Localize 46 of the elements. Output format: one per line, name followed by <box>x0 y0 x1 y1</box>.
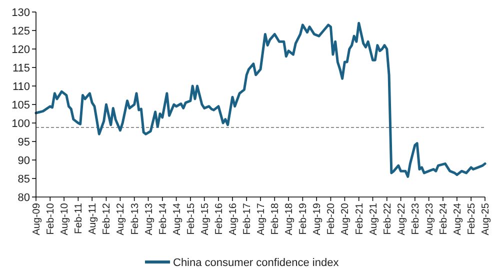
y-tick-label: 100 <box>12 118 30 130</box>
x-tick-label: Aug-20 <box>340 202 352 236</box>
y-tick-label: 90 <box>18 154 30 167</box>
x-tick-label: Feb-21 <box>354 202 366 235</box>
x-tick-label: Feb-25 <box>466 202 478 235</box>
x-tick-label: Aug-22 <box>396 202 408 236</box>
y-tick-label: 105 <box>12 99 30 112</box>
x-tick-label: Feb-16 <box>214 202 225 235</box>
x-tick-label: Feb-22 <box>382 202 394 235</box>
x-tick-label: Aug-14 <box>172 202 183 236</box>
x-tick-label: Aug-18 <box>284 202 296 236</box>
x-tick-label: Feb-19 <box>298 202 310 235</box>
y-tick-label: 80 <box>18 192 30 204</box>
y-tick-label: 95 <box>18 136 30 148</box>
x-tick-label: Feb-10 <box>46 202 57 235</box>
x-tick-label: Aug-13 <box>144 202 155 236</box>
x-tick-label: Aug-23 <box>424 202 436 236</box>
x-tick-label: Aug-11 <box>88 202 99 235</box>
x-tick-label: Aug-16 <box>228 202 239 236</box>
x-tick-label: Feb-14 <box>158 202 169 235</box>
x-tick-label: Feb-24 <box>438 202 450 235</box>
line-series <box>34 22 486 178</box>
x-tick-label: Aug-19 <box>312 202 324 236</box>
x-tick-label: Feb-12 <box>102 202 113 235</box>
x-tick-label: Feb-11 <box>74 202 85 234</box>
y-tick-label: 125 <box>12 25 30 38</box>
x-tick-label: Aug-21 <box>368 202 380 236</box>
x-tick-label: Aug-25 <box>480 202 492 236</box>
legend-label: China consumer confidence index <box>173 256 340 269</box>
y-tick-label: 120 <box>12 44 30 56</box>
y-tick-label: 110 <box>12 80 30 93</box>
x-tick-label: Aug-15 <box>200 202 211 236</box>
y-tick-label: 130 <box>12 6 30 19</box>
x-tick-label: Aug-17 <box>256 202 267 236</box>
y-tick-label: 85 <box>18 173 30 186</box>
x-tick-label: Aug-24 <box>452 202 464 236</box>
x-tick-label: Feb-23 <box>410 202 422 235</box>
x-tick-label: Feb-18 <box>270 202 282 235</box>
y-tick-label: 115 <box>12 62 30 74</box>
x-tick-label: Feb-15 <box>186 202 197 235</box>
x-tick-label: Feb-17 <box>242 202 254 235</box>
x-tick-label: Aug-09 <box>32 202 42 236</box>
x-tick-label: Feb-20 <box>326 202 338 235</box>
x-tick-label: Aug-12 <box>116 202 127 236</box>
x-tick-label: Feb-13 <box>130 202 141 235</box>
x-tick-label: Aug-10 <box>60 202 71 236</box>
